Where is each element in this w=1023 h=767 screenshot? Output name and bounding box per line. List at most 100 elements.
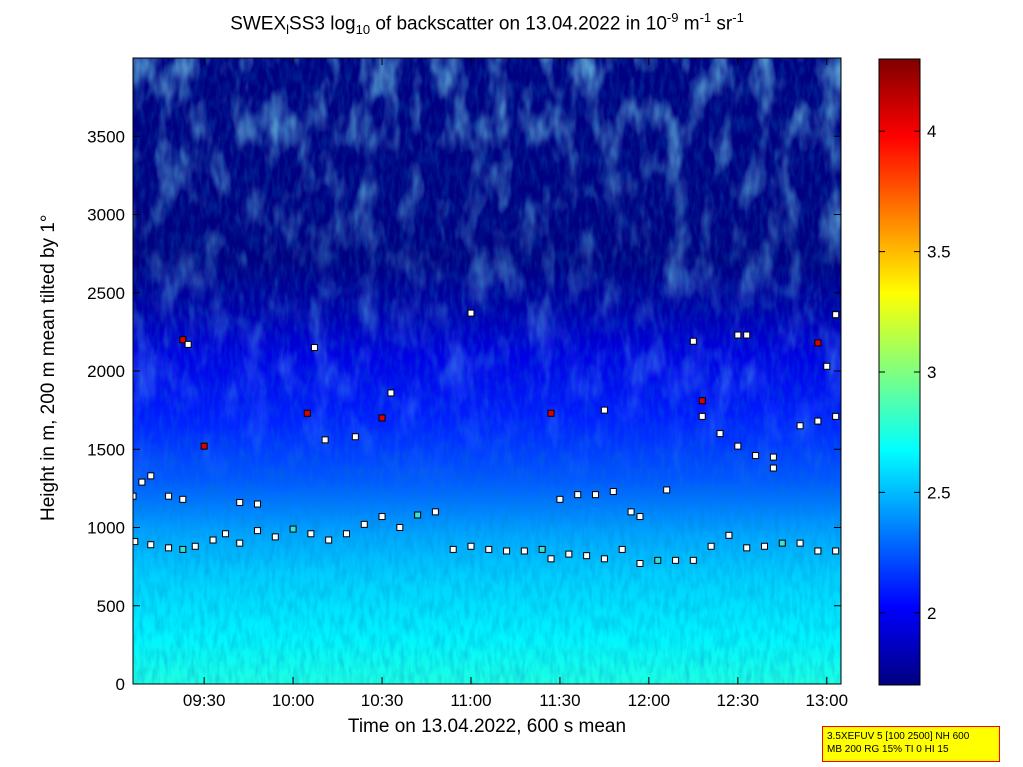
data-marker	[796, 422, 804, 430]
title-part5: sr	[711, 13, 733, 35]
data-marker	[769, 464, 777, 472]
data-marker	[761, 542, 769, 550]
data-marker	[200, 442, 208, 450]
data-marker	[485, 545, 493, 553]
x-tick-label: 11:30	[539, 691, 580, 710]
y-tick-label: 2500	[87, 284, 125, 303]
data-marker	[832, 412, 840, 420]
data-marker	[672, 556, 680, 564]
y-tick-label: 3500	[87, 127, 125, 146]
data-marker	[179, 545, 187, 553]
data-marker	[707, 542, 715, 550]
data-marker	[449, 545, 457, 553]
data-marker	[618, 545, 626, 553]
data-marker	[689, 337, 697, 345]
y-tick-label: 2000	[87, 362, 125, 381]
data-marker	[184, 340, 192, 348]
x-axis-label: Time on 13.04.2022, 600 s mean	[347, 716, 627, 737]
data-marker	[431, 508, 439, 516]
data-marker	[147, 472, 155, 480]
heatmap-area	[133, 58, 841, 684]
data-marker	[814, 417, 822, 425]
data-marker	[503, 547, 511, 555]
data-marker	[179, 495, 187, 503]
data-marker	[743, 544, 751, 552]
data-marker	[698, 397, 706, 405]
data-marker	[147, 541, 155, 549]
data-marker	[321, 436, 329, 444]
data-marker	[734, 331, 742, 339]
data-marker	[467, 542, 475, 550]
colorbar-tick-label: 2	[927, 604, 936, 623]
data-marker	[689, 556, 697, 564]
data-marker	[574, 491, 582, 499]
x-tick-label: 12:00	[628, 691, 671, 710]
colorbar-tick-label: 4	[927, 122, 936, 141]
data-marker	[823, 362, 831, 370]
data-marker	[271, 533, 279, 541]
data-marker	[191, 542, 199, 550]
title-sub1: l	[286, 22, 290, 38]
title-part3: of backscatter on 13.04.2022 in 10	[370, 13, 667, 35]
data-marker	[254, 500, 262, 508]
data-marker	[520, 547, 528, 555]
data-marker	[325, 536, 333, 544]
y-tick-label: 500	[97, 597, 125, 616]
colorbar-ticks: 2 2.5 3 3.5 4	[879, 122, 951, 623]
data-marker	[222, 530, 230, 538]
chart-title: SWEXlSS3 log10 of backscatter on 13.04.2…	[133, 10, 841, 37]
data-marker	[310, 344, 318, 352]
x-tick-label: 10:30	[361, 691, 404, 710]
data-marker	[342, 530, 350, 538]
colorbar-tick-label: 2.5	[927, 483, 951, 502]
data-marker	[538, 545, 546, 553]
y-tick-label: 1500	[87, 440, 125, 459]
data-marker	[609, 488, 617, 496]
data-marker	[303, 409, 311, 417]
data-marker	[592, 491, 600, 499]
title-sup3: -1	[732, 10, 744, 25]
x-tick-label: 09:30	[183, 691, 226, 710]
data-marker	[360, 520, 368, 528]
x-axis: 09:30 10:00 10:30 11:00 11:30 12:00 12:30 13:00	[183, 58, 848, 710]
data-marker	[769, 453, 777, 461]
title-sup2: -1	[699, 10, 712, 25]
info-box: 3.5XEFUV 5 [100 2500] NH 600 MB 200 RG 1…	[822, 726, 1000, 762]
x-tick-label: 10:00	[272, 691, 315, 710]
data-marker	[832, 311, 840, 319]
data-marker	[663, 486, 671, 494]
data-marker	[698, 412, 706, 420]
data-marker	[165, 492, 173, 500]
info-line-2: MB 200 RG 15% TI 0 HI 15	[827, 744, 949, 755]
data-marker	[236, 498, 244, 506]
data-marker	[583, 552, 591, 560]
data-marker	[778, 539, 786, 547]
data-marker	[414, 511, 422, 519]
data-marker	[378, 513, 386, 521]
data-marker	[556, 495, 564, 503]
x-tick-label: 11:00	[450, 691, 491, 710]
y-axis: 0 500 1000 1500 2000 2500 3000 3500	[87, 127, 841, 694]
data-marker	[133, 538, 139, 546]
data-marker	[378, 414, 386, 422]
data-marker	[307, 530, 315, 538]
title-part1: SWEX	[230, 13, 287, 35]
data-marker	[467, 309, 475, 317]
data-marker	[627, 508, 635, 516]
data-marker	[734, 442, 742, 450]
data-marker	[600, 555, 608, 563]
data-marker	[814, 339, 822, 347]
data-marker	[165, 544, 173, 552]
data-marker	[565, 550, 573, 558]
data-marker	[832, 547, 840, 555]
title-sup1: -9	[666, 10, 679, 25]
colorbar-fill	[879, 59, 920, 685]
data-marker	[254, 527, 262, 535]
data-marker	[752, 452, 760, 460]
heatmap-upper-structures	[133, 58, 841, 684]
title-part4: m	[678, 13, 700, 35]
colorbar-tick-label: 3	[927, 363, 936, 382]
data-marker	[725, 531, 733, 539]
y-tick-label: 3000	[87, 206, 125, 225]
data-marker	[209, 536, 217, 544]
